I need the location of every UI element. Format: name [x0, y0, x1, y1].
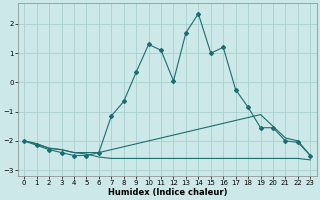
X-axis label: Humidex (Indice chaleur): Humidex (Indice chaleur)	[108, 188, 227, 197]
